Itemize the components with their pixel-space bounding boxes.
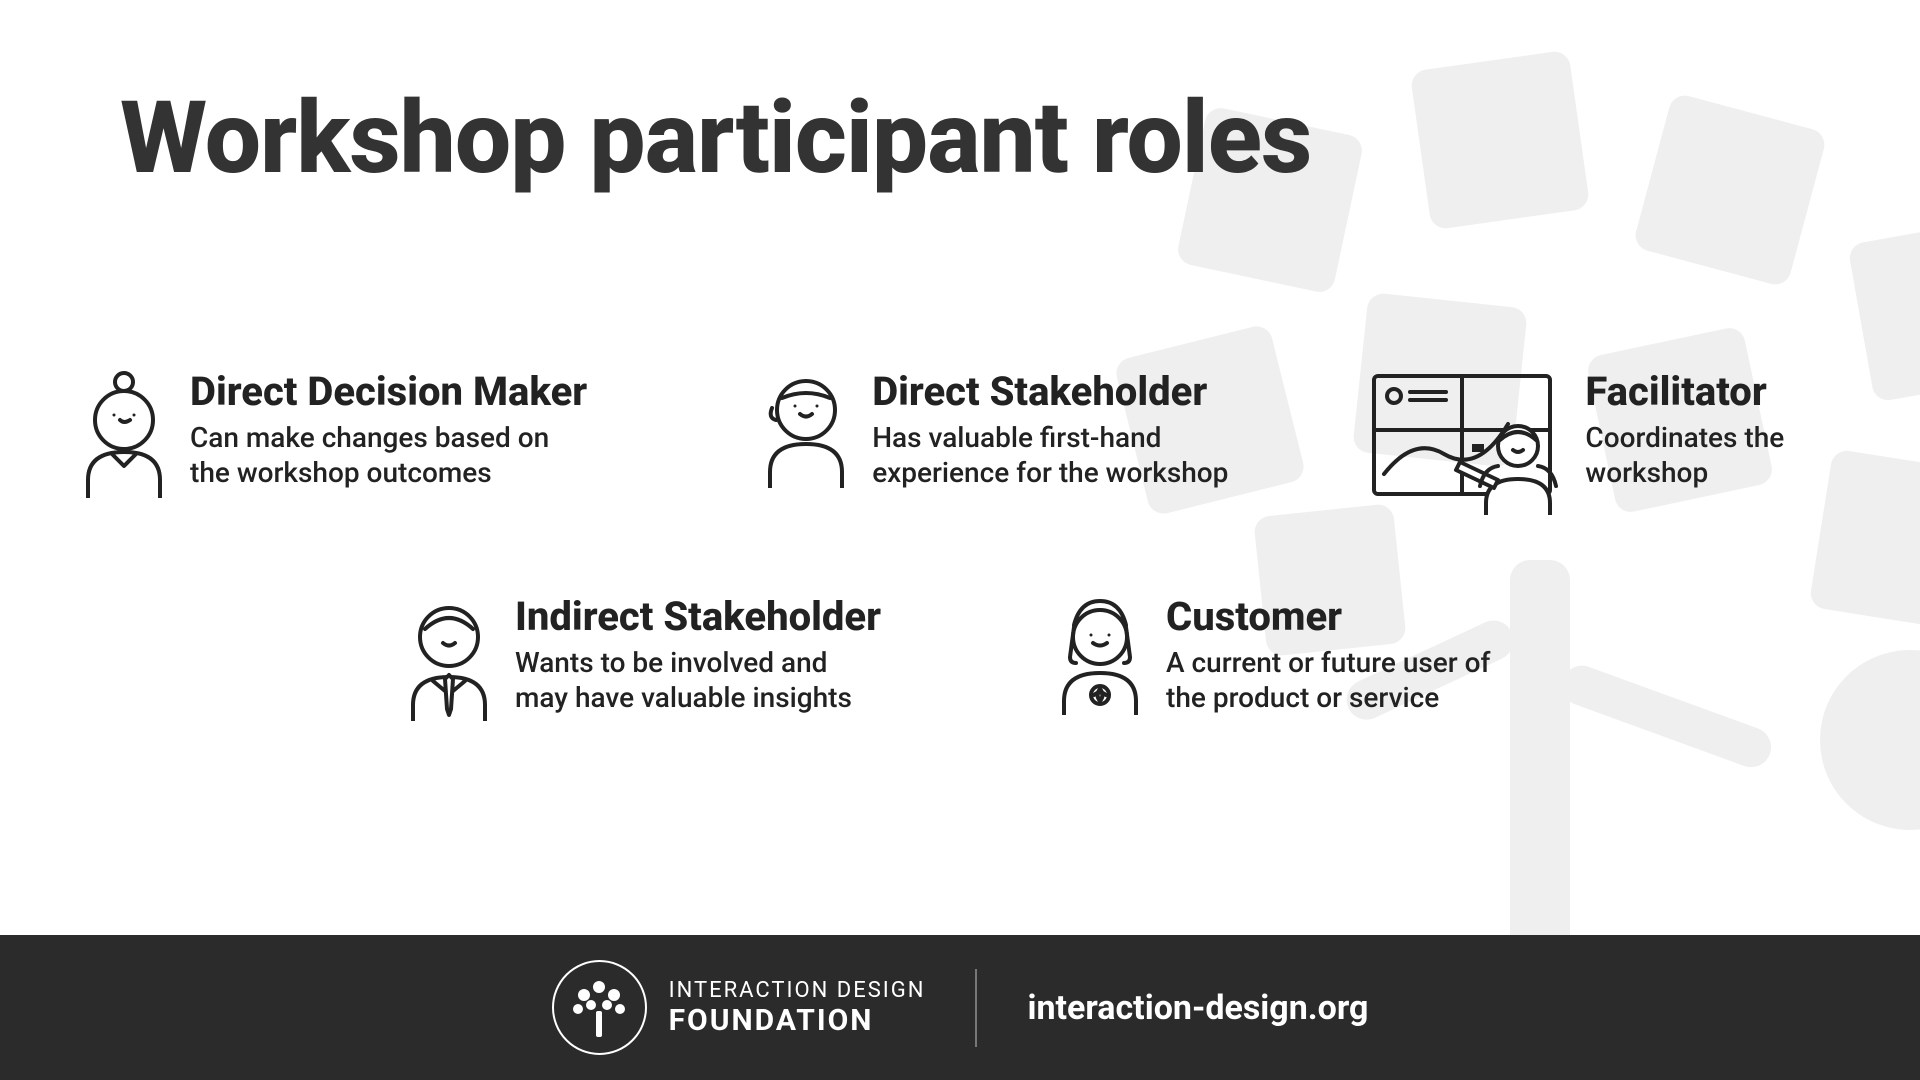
footer-url: interaction-design.org <box>1027 988 1368 1028</box>
role-desc: Has valuable first-handexperience for th… <box>872 420 1228 490</box>
tree-logo-icon <box>552 960 647 1055</box>
row-2: Indirect Stakeholder Wants to be involve… <box>0 595 1920 725</box>
footer-divider <box>975 969 977 1047</box>
role-heading: Direct Stakeholder <box>872 370 1228 414</box>
role-desc: Coordinates theworkshop <box>1585 420 1784 490</box>
footer-brand-bottom: FOUNDATION <box>669 1003 926 1038</box>
role-customer: Customer A current or future user ofthe … <box>1056 595 1490 725</box>
role-direct-stakeholder: Direct Stakeholder Has valuable first-ha… <box>762 370 1228 519</box>
person-tie-icon <box>405 595 493 725</box>
facilitator-board-icon <box>1368 370 1563 519</box>
role-desc: A current or future user ofthe product o… <box>1166 645 1490 715</box>
role-indirect-stakeholder: Indirect Stakeholder Wants to be involve… <box>405 595 881 725</box>
role-heading: Direct Decision Maker <box>190 370 587 414</box>
role-desc: Wants to be involved andmay have valuabl… <box>515 645 881 715</box>
footer: INTERACTION DESIGN FOUNDATION interactio… <box>0 935 1920 1080</box>
role-desc: Can make changes based onthe workshop ou… <box>190 420 587 490</box>
role-heading: Customer <box>1166 595 1490 639</box>
row-1: Direct Decision Maker Can make changes b… <box>0 370 1920 519</box>
slide: Workshop participant roles Direct Decisi… <box>0 0 1920 1080</box>
role-facilitator: Facilitator Coordinates theworkshop <box>1368 370 1784 519</box>
role-direct-decision-maker: Direct Decision Maker Can make changes b… <box>80 370 587 519</box>
person-bun-icon <box>80 370 168 502</box>
person-customer-icon <box>1056 595 1144 719</box>
person-bald-icon <box>762 370 850 492</box>
footer-brand: INTERACTION DESIGN FOUNDATION <box>552 960 926 1055</box>
role-heading: Facilitator <box>1585 370 1784 414</box>
role-heading: Indirect Stakeholder <box>515 595 881 639</box>
footer-brand-top: INTERACTION DESIGN <box>669 978 926 1003</box>
page-title: Workshop participant roles <box>120 80 1311 197</box>
